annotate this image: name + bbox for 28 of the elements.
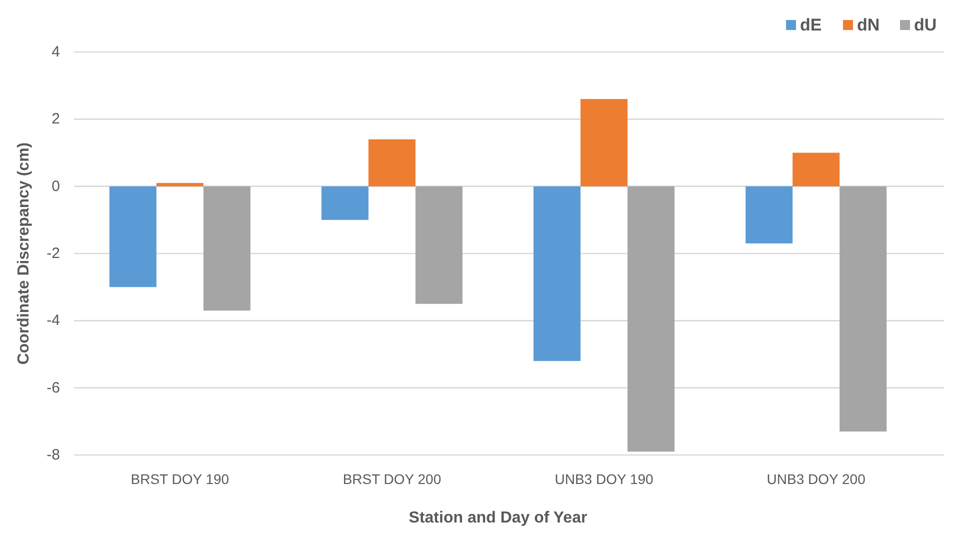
y-tick-label: -2 (46, 245, 60, 262)
bar (534, 186, 581, 361)
y-tick-label: 2 (52, 110, 60, 128)
x-axis-title: Station and Day of Year (408, 510, 588, 526)
x-tick-label: UNB3 DOY 190 (554, 471, 654, 487)
bar (580, 99, 628, 186)
bar (109, 186, 156, 288)
y-tick-label: -4 (46, 312, 60, 330)
y-tick-label: 4 (52, 44, 60, 60)
legend-label: dE (800, 16, 822, 34)
bar (840, 186, 887, 432)
bar (321, 186, 368, 220)
legend-label: dN (857, 16, 880, 34)
x-tick-label: BRST DOY 190 (130, 471, 230, 487)
bar (628, 186, 675, 452)
bar (746, 186, 793, 244)
bar (792, 152, 840, 186)
bar (156, 182, 204, 186)
x-tick-label: BRST DOY 200 (342, 471, 442, 487)
y-tick-label: -6 (46, 379, 60, 396)
legend-label: dU (914, 16, 937, 34)
bar (415, 186, 462, 304)
x-tick-label: UNB3 DOY 200 (766, 471, 866, 487)
y-tick-label: -8 (46, 446, 60, 464)
y-tick-label: 0 (52, 178, 60, 195)
bar (368, 139, 416, 186)
y-axis-title: Coordinate Discrepancy (cm) (16, 142, 32, 365)
bar (203, 186, 250, 311)
